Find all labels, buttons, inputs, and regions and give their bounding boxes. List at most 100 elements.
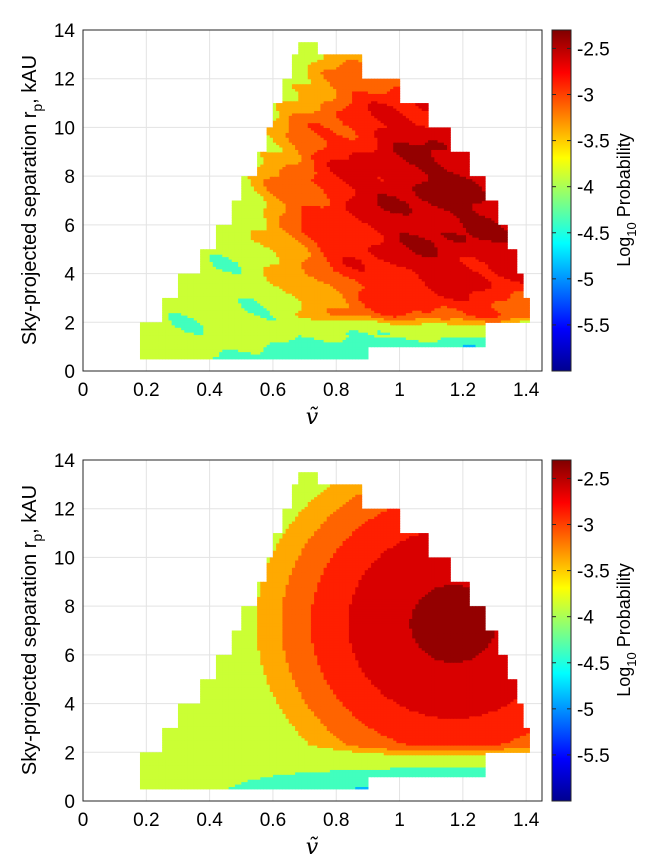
contour-cell — [428, 312, 432, 316]
contour-cell — [317, 336, 322, 340]
contour-cell — [260, 322, 265, 326]
contour-cell — [374, 322, 378, 326]
contour-cell — [184, 332, 189, 336]
contour-cell — [282, 329, 287, 333]
contour-cell — [323, 356, 328, 360]
contour-cell — [206, 341, 211, 345]
contour-cell — [206, 346, 211, 350]
contour-cell — [288, 332, 293, 336]
contour-cell — [295, 353, 299, 357]
contour-cell — [342, 336, 347, 340]
contour-cell — [222, 353, 227, 357]
contour-cell — [253, 336, 258, 340]
contour-cell — [291, 314, 296, 319]
contour-cell — [203, 351, 208, 355]
contour-cell — [336, 327, 341, 331]
contour-cell — [200, 351, 204, 355]
contour-cell — [193, 314, 198, 319]
contour-cell — [314, 334, 318, 338]
contour-cell — [203, 356, 208, 360]
contour-cell — [260, 336, 265, 340]
contour-cell — [345, 319, 350, 323]
contour-cell — [371, 327, 375, 331]
contour-cell — [184, 314, 189, 319]
contour-cell — [393, 324, 397, 328]
contour-cell — [377, 329, 382, 333]
contour-cell — [295, 324, 299, 328]
contour-cell — [171, 332, 176, 336]
contour-cell — [314, 329, 318, 333]
contour-cell — [367, 327, 372, 331]
contour-cell — [285, 341, 290, 345]
contour-cell — [219, 339, 223, 343]
contour-cell — [279, 351, 284, 355]
contour-cell — [184, 334, 189, 338]
contour-cell — [168, 356, 173, 360]
contour-cell — [269, 351, 274, 355]
contour-cell — [291, 344, 296, 348]
contour-cell — [481, 319, 486, 323]
contour-cell — [215, 327, 220, 331]
contour-cell — [507, 319, 511, 323]
contour-cell — [367, 329, 372, 333]
contour-cell — [228, 353, 233, 357]
contour-cell — [177, 329, 182, 333]
contour-cell — [364, 312, 369, 316]
contour-cell — [364, 344, 369, 348]
contour-cell — [187, 324, 192, 328]
contour-cell — [171, 334, 176, 338]
contour-cell — [352, 334, 356, 338]
contour-cell — [450, 317, 454, 321]
contour-cell — [269, 353, 274, 357]
contour-cell — [209, 314, 214, 319]
contour-cell — [459, 319, 464, 323]
contour-cell — [348, 344, 353, 348]
contour-cell — [181, 349, 185, 353]
contour-cell — [339, 312, 344, 316]
contour-cell — [222, 349, 227, 353]
contour-cell — [301, 341, 306, 345]
contour-cell — [443, 334, 448, 338]
contour-cell — [215, 324, 220, 328]
contour-cell — [165, 349, 170, 353]
contour-cell — [272, 314, 277, 319]
contour-cell — [301, 346, 306, 350]
contour-cell — [386, 332, 391, 336]
contour-cell — [231, 312, 236, 316]
contour-cell — [234, 356, 239, 360]
contour-cell — [139, 322, 144, 326]
contour-cell — [158, 339, 163, 343]
contour-cell — [317, 341, 322, 345]
contour-cell — [244, 349, 249, 353]
contour-cell — [320, 327, 325, 331]
contour-cell — [453, 317, 458, 321]
contour-cell — [231, 339, 236, 343]
contour-cell — [314, 346, 318, 350]
contour-cell — [377, 324, 382, 328]
contour-cell — [478, 324, 483, 328]
contour-cell — [177, 314, 182, 319]
contour-cell — [219, 317, 223, 321]
contour-cell — [358, 351, 363, 355]
contour-cell — [462, 327, 467, 331]
contour-cell — [405, 319, 410, 323]
contour-cell — [193, 329, 198, 333]
contour-cell — [396, 322, 401, 326]
contour-cell — [260, 329, 265, 333]
contour-cell — [193, 344, 198, 348]
contour-cell — [481, 334, 486, 338]
contour-cell — [380, 339, 385, 343]
contour-cell — [472, 322, 477, 326]
contour-cell — [399, 344, 404, 348]
contour-cell — [466, 319, 470, 323]
contour-cell — [253, 319, 258, 323]
contour-cell — [358, 344, 363, 348]
contour-cell — [247, 332, 252, 336]
contour-cell — [421, 319, 426, 323]
contour-cell — [272, 336, 277, 340]
contour-cell — [367, 336, 372, 340]
contour-cell — [241, 353, 246, 357]
contour-cell — [168, 324, 173, 328]
contour-cell — [263, 351, 268, 355]
contour-cell — [291, 312, 296, 316]
